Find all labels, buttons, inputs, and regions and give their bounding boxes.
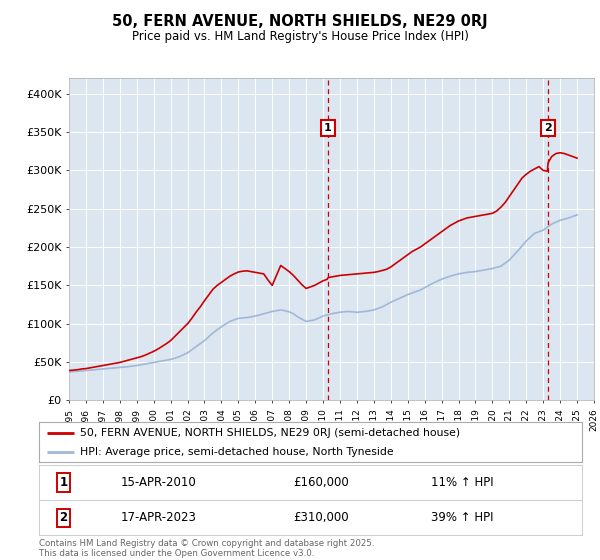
Text: 17-APR-2023: 17-APR-2023 xyxy=(121,511,196,524)
Text: 39% ↑ HPI: 39% ↑ HPI xyxy=(431,511,494,524)
Text: 15-APR-2010: 15-APR-2010 xyxy=(121,476,196,489)
Text: HPI: Average price, semi-detached house, North Tyneside: HPI: Average price, semi-detached house,… xyxy=(80,447,394,457)
Text: 1: 1 xyxy=(324,123,332,133)
Text: 2: 2 xyxy=(544,123,552,133)
Text: 1: 1 xyxy=(59,476,67,489)
Text: 50, FERN AVENUE, NORTH SHIELDS, NE29 0RJ: 50, FERN AVENUE, NORTH SHIELDS, NE29 0RJ xyxy=(112,14,488,29)
Text: Price paid vs. HM Land Registry's House Price Index (HPI): Price paid vs. HM Land Registry's House … xyxy=(131,30,469,43)
Text: Contains HM Land Registry data © Crown copyright and database right 2025.
This d: Contains HM Land Registry data © Crown c… xyxy=(39,539,374,558)
Text: 11% ↑ HPI: 11% ↑ HPI xyxy=(431,476,494,489)
Text: 2: 2 xyxy=(59,511,67,524)
Text: 50, FERN AVENUE, NORTH SHIELDS, NE29 0RJ (semi-detached house): 50, FERN AVENUE, NORTH SHIELDS, NE29 0RJ… xyxy=(80,428,460,438)
Text: £160,000: £160,000 xyxy=(293,476,349,489)
Text: £310,000: £310,000 xyxy=(293,511,349,524)
